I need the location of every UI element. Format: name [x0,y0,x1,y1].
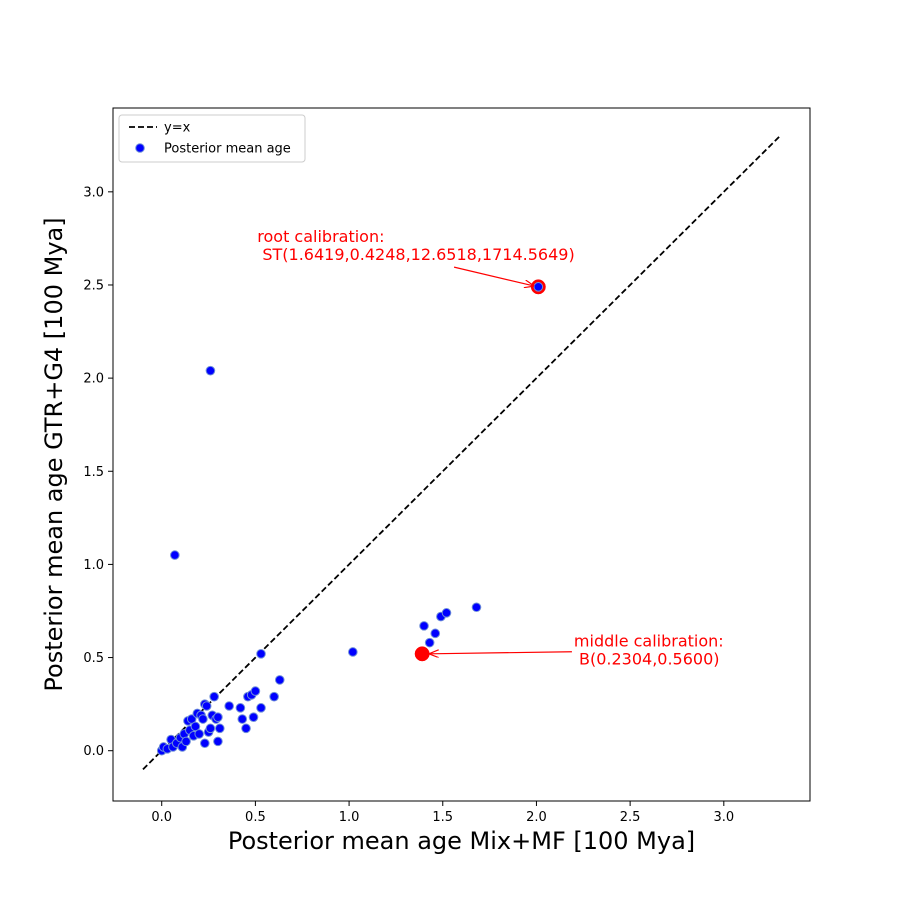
scatter-point-36 [248,712,259,722]
scatter-point-45 [419,621,429,631]
annotation-text-1: middle calibration: B(0.2304,0.5600) [574,631,724,668]
annotation-arrow-1 [430,652,572,654]
legend-label-y-equals-x: y=x [164,121,191,136]
annotation-arrow-0 [453,266,533,286]
x-tick-label-1: 0.5 [245,810,266,825]
scatter-point-46 [424,637,435,648]
scatter-point-9 [181,736,191,747]
x-tick-label-4: 2.0 [526,810,547,825]
x-tick-label-3: 1.5 [432,810,453,825]
legend-box [118,114,306,163]
y-axis-title: Posterior mean age GTR+G4 [100 Mya] [40,217,68,691]
x-tick-label-2: 1.0 [339,810,360,825]
scatter-point-21 [201,701,212,711]
scatter-point-12 [186,714,197,724]
annotation-line-1-0: middle calibration: [574,631,724,650]
y-tick-label-2: 1.0 [83,558,104,573]
scatter-point-38 [256,703,266,713]
scatter-point-28 [213,712,223,722]
scatter-point-29 [214,723,225,734]
x-tick-label-6: 3.0 [713,810,734,825]
scatter-point-42 [170,550,180,560]
y-tick-label-5: 2.5 [83,278,104,293]
calibration-point-1 [414,646,430,662]
scatter-point-37 [250,686,261,696]
scatter-point-39 [256,649,266,659]
y-tick-label-0: 0.0 [83,744,104,759]
scatter-point-43 [205,365,216,376]
scatter-point-32 [237,714,248,724]
legend-label-posterior-mean-age: Posterior mean age [164,142,291,157]
scatter-point-49 [441,608,452,618]
annotation-line-1-1: B(0.2304,0.5600) [574,649,720,668]
annotation-text-0: root calibration: ST(1.6419,0.4248,12.65… [257,227,574,264]
plot-frame [112,107,811,802]
scatter-point-30 [224,701,234,711]
scatter-point-31 [235,703,246,713]
y-tick-label-6: 3.0 [83,185,104,200]
x-tick-label-0: 0.0 [151,810,172,825]
legend-swatch-point [135,143,145,153]
scatter-point-23 [205,723,216,734]
y-tick-label-4: 2.0 [83,372,104,387]
x-tick-label-5: 2.5 [620,810,641,825]
scatter-point-44 [348,647,358,657]
y-tick-label-3: 1.5 [83,465,104,480]
scatter-point-19 [200,738,210,749]
annotation-line-0-1: ST(1.6419,0.4248,12.6518,1714.5649) [257,245,574,264]
scatter-point-25 [209,691,219,702]
scatter-point-50 [471,602,482,613]
scatter-point-41 [274,675,285,685]
y-tick-label-1: 0.5 [83,651,104,666]
scatter-point-40 [269,691,279,702]
scatter-point-16 [194,729,204,739]
scatter-point-18 [198,714,208,724]
scatter-point-14 [190,721,201,732]
scatter-point-27 [213,736,223,747]
scatter-point-33 [241,723,251,734]
reference-line-y-equals-x [142,135,781,770]
annotation-line-0-0: root calibration: [257,227,384,246]
x-axis-title: Posterior mean age Mix+MF [100 Mya] [228,827,695,855]
scatter-point-47 [430,628,441,639]
scatter-point-overlay [533,282,544,292]
